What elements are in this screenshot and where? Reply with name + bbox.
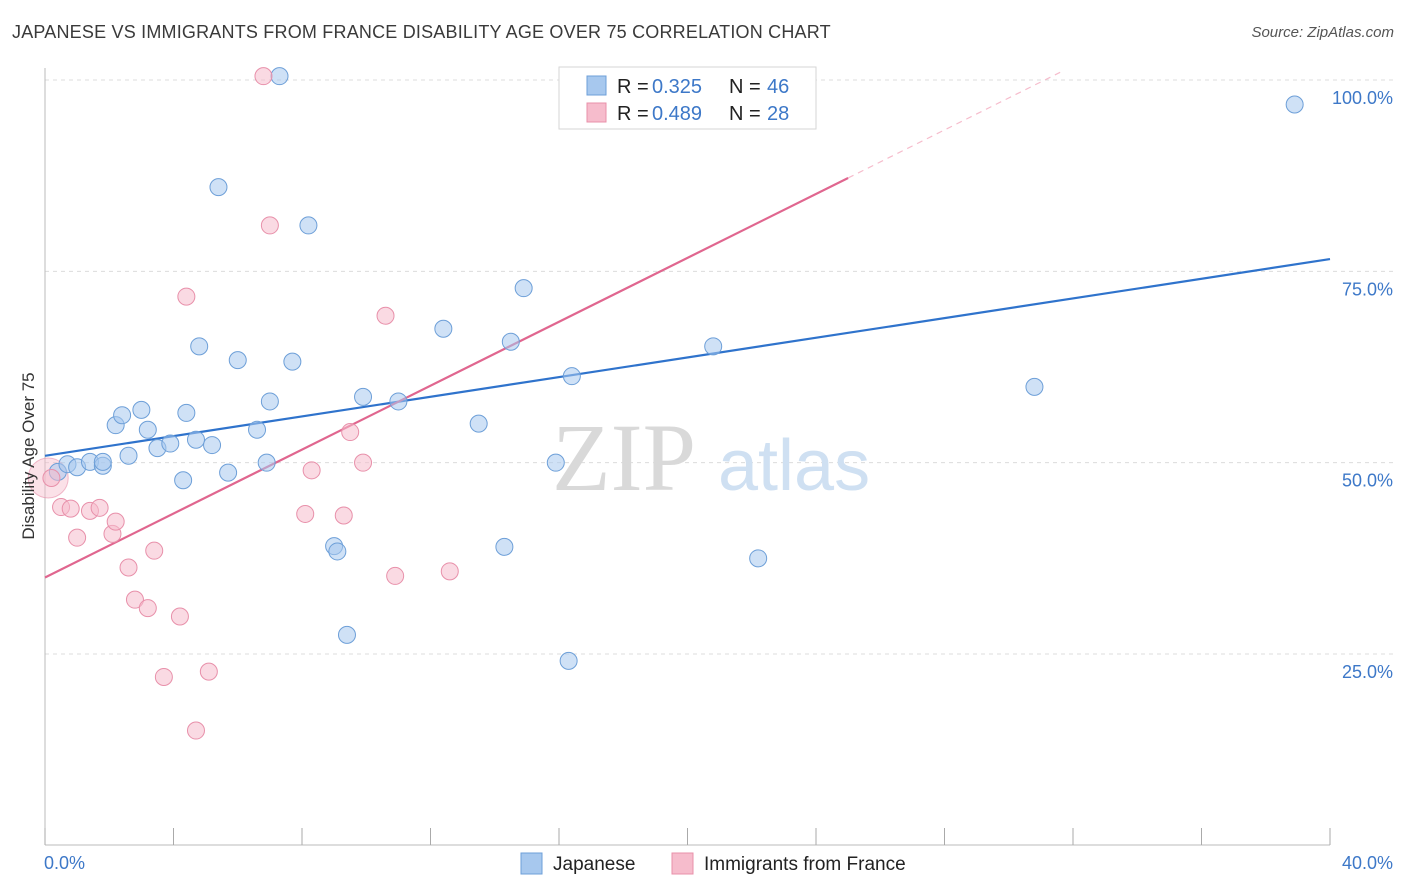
data-point-japanese [186, 430, 205, 449]
bottom-legend-label-france: Immigrants from France [704, 854, 906, 875]
data-point-france [119, 558, 138, 577]
data-point-france [386, 566, 405, 585]
data-point-france [186, 721, 205, 740]
data-point-japanese [228, 351, 247, 370]
data-point-japanese [469, 414, 488, 433]
y-tick-label: 75.0% [1342, 279, 1393, 299]
data-point-france [170, 607, 189, 626]
watermark-zip: ZIP [552, 404, 696, 511]
data-point-france [61, 499, 80, 518]
data-point-france [177, 287, 196, 306]
data-point-japanese [138, 420, 157, 439]
legend-swatch-japanese [586, 75, 607, 96]
bottom-legend-swatch-france [671, 852, 694, 875]
x-tick-label-start: 0.0% [44, 853, 85, 873]
data-point-france [145, 541, 164, 560]
data-point-japanese [209, 178, 228, 197]
data-point-japanese [559, 651, 578, 670]
data-point-japanese [132, 400, 151, 419]
data-point-france [254, 67, 273, 86]
legend: R = 0.325 N = 46 R = 0.489 N = 28 [558, 66, 817, 130]
data-point-japanese [257, 453, 276, 472]
data-point-japanese [495, 537, 514, 556]
data-point-japanese [190, 337, 209, 356]
data-point-france [376, 306, 395, 325]
data-point-japanese [1025, 377, 1044, 396]
data-point-france [106, 512, 125, 531]
data-point-japanese [174, 471, 193, 490]
data-point-france [354, 453, 373, 472]
bottom-legend: Japanese Immigrants from France [520, 852, 906, 875]
data-point-france [125, 590, 144, 609]
y-axis-title: Disability Age Over 75 [19, 372, 38, 539]
x-tick-label-end: 40.0% [1342, 853, 1393, 873]
legend-n-label-japanese: N = [729, 76, 761, 98]
data-point-france [154, 667, 173, 686]
data-point-japanese [749, 549, 768, 568]
data-point-japanese [283, 352, 302, 371]
axes [44, 68, 1331, 846]
data-point-japanese [93, 452, 112, 471]
data-point-france [440, 562, 459, 581]
data-point-japanese [299, 216, 318, 235]
legend-n-value-france: 28 [767, 103, 789, 125]
data-point-japanese [354, 387, 373, 406]
data-point-japanese [270, 67, 289, 86]
legend-swatch-france [586, 102, 607, 123]
bottom-legend-swatch-japanese [520, 852, 543, 875]
data-point-japanese [161, 434, 180, 453]
data-point-japanese [562, 367, 581, 386]
legend-n-value-japanese: 46 [767, 76, 789, 98]
watermark-atlas: atlas [718, 426, 870, 506]
legend-r-label-france: R = [617, 103, 649, 125]
data-point-france [42, 468, 61, 487]
y-tick-label: 100.0% [1332, 88, 1393, 108]
data-point-france [296, 504, 315, 523]
data-point-japanese [119, 446, 138, 465]
legend-r-value-japanese: 0.325 [652, 76, 702, 98]
x-tick-labels: 0.0% 40.0% [44, 853, 1393, 873]
legend-r-value-france: 0.489 [652, 103, 702, 125]
trend-line-1 [44, 176, 849, 579]
data-point-japanese [546, 453, 565, 472]
data-point-japanese [1285, 95, 1304, 114]
data-point-france [199, 662, 218, 681]
data-point-france [90, 498, 109, 517]
watermark: ZIP atlas [552, 404, 870, 511]
data-point-japanese [434, 319, 453, 338]
data-point-japanese [328, 542, 347, 561]
data-point-japanese [514, 279, 533, 298]
data-point-japanese [113, 406, 132, 425]
data-point-japanese [337, 625, 356, 644]
data-point-japanese [389, 392, 408, 411]
data-point-france [302, 461, 321, 480]
data-point-france [341, 423, 360, 442]
chart-title: JAPANESE VS IMMIGRANTS FROM FRANCE DISAB… [12, 22, 831, 42]
data-point-japanese [177, 403, 196, 422]
trend-line-extension-1 [847, 71, 1061, 179]
y-tick-label: 25.0% [1342, 662, 1393, 682]
bottom-legend-label-japanese: Japanese [553, 854, 635, 875]
grid-lines [45, 79, 1395, 655]
legend-n-label-france: N = [729, 103, 761, 125]
data-point-japanese [501, 332, 520, 351]
data-point-france [260, 216, 279, 235]
y-tick-label: 50.0% [1342, 471, 1393, 491]
chart-source: Source: ZipAtlas.com [1251, 24, 1394, 41]
data-point-japanese [704, 337, 723, 356]
data-point-japanese [248, 420, 267, 439]
y-tick-labels: 25.0% 50.0% 75.0% 100.0% [1332, 88, 1393, 682]
data-point-japanese [203, 436, 222, 455]
legend-r-label-japanese: R = [617, 76, 649, 98]
data-point-japanese [219, 463, 238, 482]
data-point-japanese [260, 392, 279, 411]
data-point-france [138, 599, 157, 618]
data-point-france [68, 528, 87, 547]
data-point-france [334, 506, 353, 525]
data-points [27, 67, 1304, 740]
